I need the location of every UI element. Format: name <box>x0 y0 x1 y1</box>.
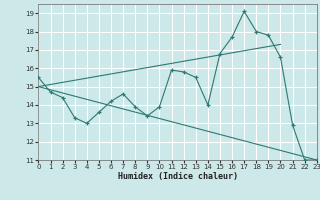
X-axis label: Humidex (Indice chaleur): Humidex (Indice chaleur) <box>118 172 238 181</box>
